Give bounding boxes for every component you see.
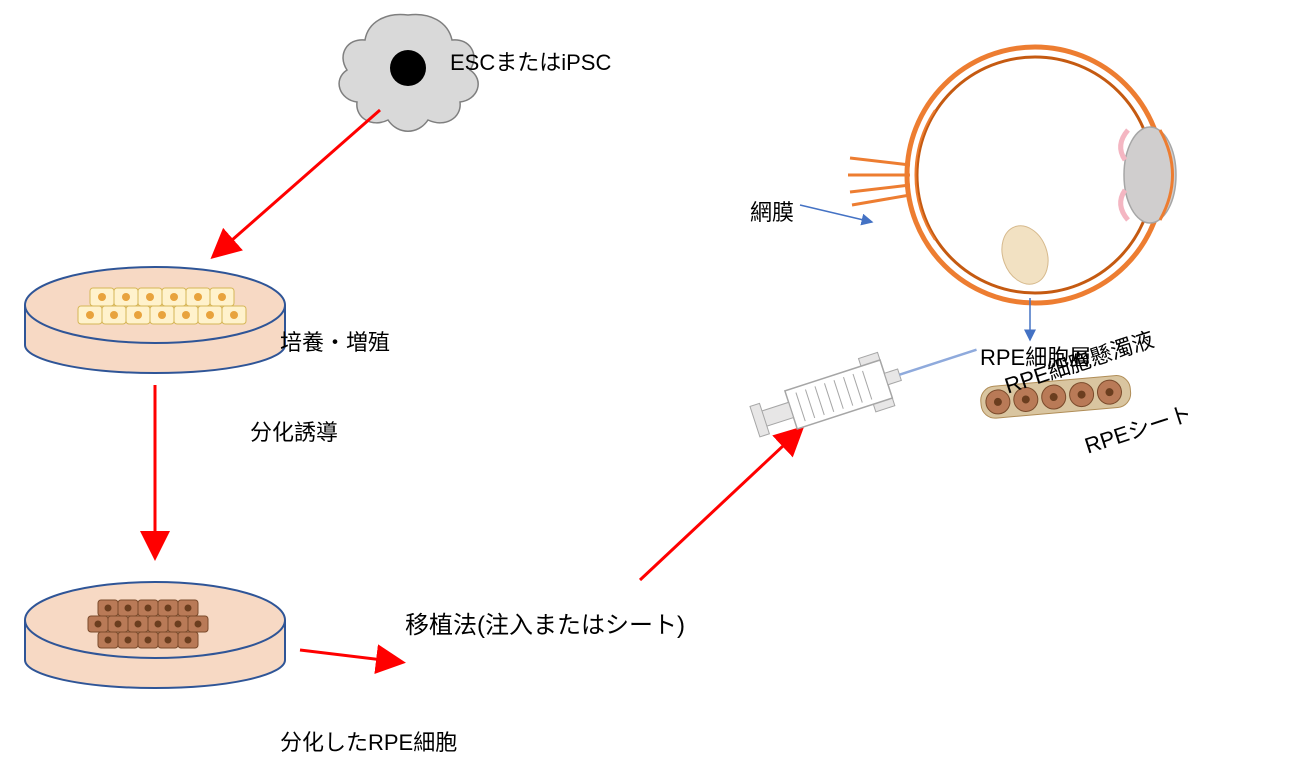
syringe-icon	[746, 323, 985, 448]
arrow-diff-to-transplant	[300, 650, 400, 662]
arrow-label-retina	[800, 205, 872, 222]
petri-dish-culture	[25, 267, 285, 373]
label-diff-rpe: 分化したRPE細胞	[280, 725, 457, 757]
label-transplant-method: 移植法(注入またはシート)	[405, 605, 685, 640]
label-rpe-cell-layer: RPE細胞層	[980, 340, 1091, 372]
arrow-stem-to-dish	[215, 110, 380, 255]
label-retina: 網膜	[750, 195, 794, 227]
petri-dish-differentiated	[25, 582, 285, 688]
label-culture-grow: 培養・増殖	[280, 325, 390, 357]
label-diff-induction: 分化誘導	[250, 415, 338, 447]
label-esc-ipsc: ESCまたはiPSC	[450, 45, 611, 77]
eye-cross-section-icon	[848, 47, 1176, 303]
diagram-canvas	[0, 0, 1301, 769]
arrow-transplant-to-eye	[640, 430, 800, 580]
